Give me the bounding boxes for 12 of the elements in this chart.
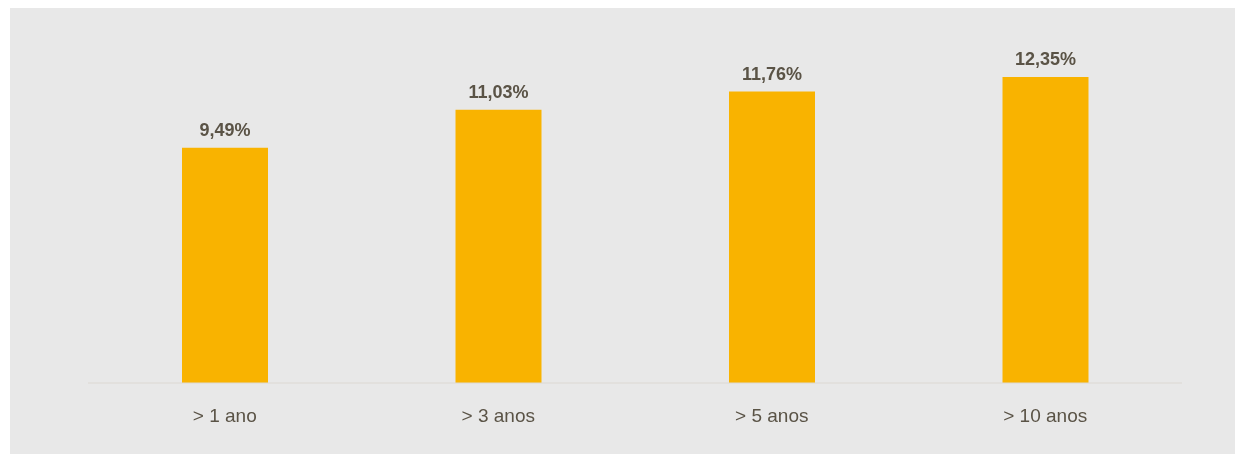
bar: [455, 109, 542, 383]
data-label: 12,35%: [1014, 49, 1077, 69]
bar: [1002, 77, 1089, 383]
x-tick-label: > 1 ano: [192, 405, 257, 427]
bar: [182, 147, 268, 383]
data-label: 11,03%: [468, 81, 529, 102]
data-label: 9,49%: [199, 119, 251, 140]
x-tick-label: > 5 anos: [735, 405, 809, 427]
bar: [729, 91, 815, 383]
data-label: 11,76%: [741, 63, 803, 84]
x-tick-label: > 10 anos: [1003, 405, 1088, 427]
x-tick-label: > 3 anos: [461, 405, 535, 427]
